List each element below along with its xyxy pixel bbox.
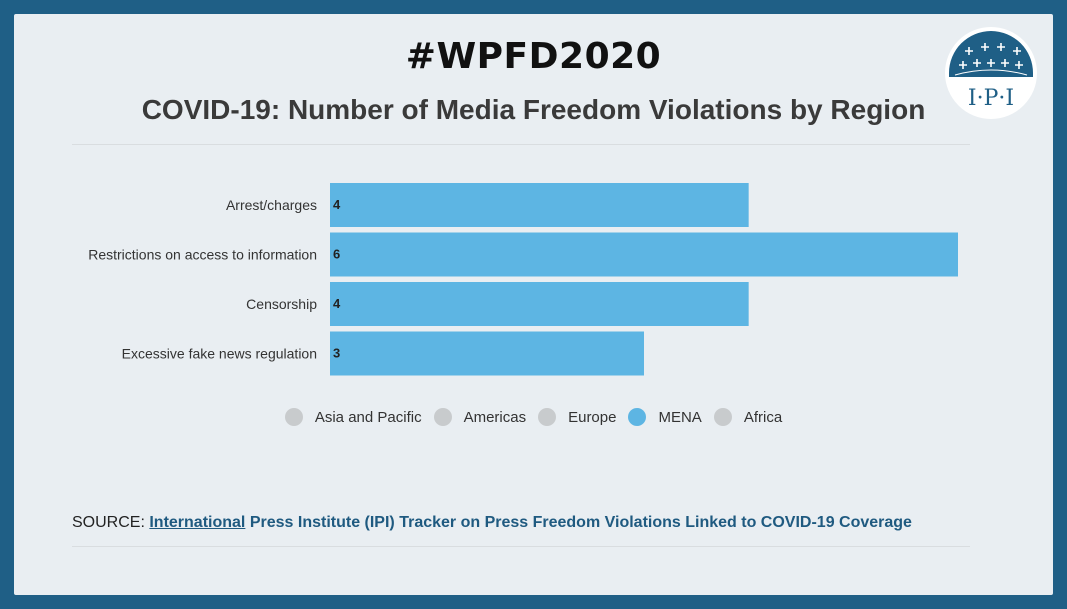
- chart-legend: Asia and Pacific Americas Europe MENA Africa: [14, 408, 1053, 426]
- source-label: SOURCE:: [72, 514, 145, 531]
- legend-item-1[interactable]: Asia and Pacific: [284, 408, 422, 426]
- category-label-4: Excessive fake news regulation: [122, 346, 317, 362]
- source-line: SOURCE: International Press Institute (I…: [72, 514, 912, 532]
- category-label-1: Arrest/charges: [226, 197, 317, 213]
- source-link-rest[interactable]: Press Institute (IPI) Tracker on Press F…: [249, 514, 912, 531]
- category-label-3: Censorship: [246, 296, 317, 312]
- logo-crosses: [959, 43, 1023, 69]
- legend-marker-4: [628, 408, 647, 426]
- legend-marker-3: [538, 408, 557, 426]
- legend-label-4: MENA: [658, 408, 702, 426]
- legend-item-4[interactable]: MENA: [628, 408, 702, 426]
- logo-globe: [949, 31, 1033, 77]
- logo-text: I·P·I: [968, 86, 1014, 111]
- legend-marker-5: [713, 408, 732, 426]
- category-label-2: Restrictions on access to information: [88, 247, 317, 263]
- bottom-divider: [72, 546, 970, 547]
- legend-item-3[interactable]: Europe: [538, 408, 616, 426]
- legend-marker-1: [284, 408, 303, 426]
- legend-label-3: Europe: [568, 408, 617, 426]
- legend-marker-2: [433, 408, 452, 426]
- bar-4[interactable]: [330, 331, 644, 376]
- legend-item-5[interactable]: Africa: [713, 408, 783, 426]
- legend-label-5: Africa: [743, 408, 783, 426]
- data-label-1: 4: [333, 197, 341, 212]
- top-divider: [72, 144, 970, 145]
- data-label-4: 3: [333, 346, 340, 361]
- data-label-3: 4: [333, 296, 341, 311]
- chart-title: COVID-19: Number of Media Freedom Violat…: [141, 94, 926, 125]
- source-link[interactable]: International Press Institute (IPI) Trac…: [149, 514, 912, 531]
- ipi-globe-logo: I·P·I: [945, 27, 1037, 119]
- legend-label-2: Americas: [463, 408, 527, 426]
- legend-label-1: Asia and Pacific: [314, 408, 422, 426]
- logo-arc: [954, 69, 1028, 76]
- bar-1[interactable]: [330, 183, 749, 227]
- data-label-2: 6: [333, 247, 340, 262]
- hashtag-heading: #WPFD2020: [405, 36, 662, 77]
- infographic-frame: #WPFD2020 COVID-19: Number of Media Free…: [14, 14, 1053, 595]
- bar-chart: Arrest/charges 4 Restrictions on access to…: [88, 183, 958, 376]
- source-link-first-word[interactable]: International: [149, 514, 246, 531]
- bar-2[interactable]: [330, 232, 958, 277]
- bar-3[interactable]: [330, 282, 749, 326]
- legend-item-2[interactable]: Americas: [433, 408, 527, 426]
